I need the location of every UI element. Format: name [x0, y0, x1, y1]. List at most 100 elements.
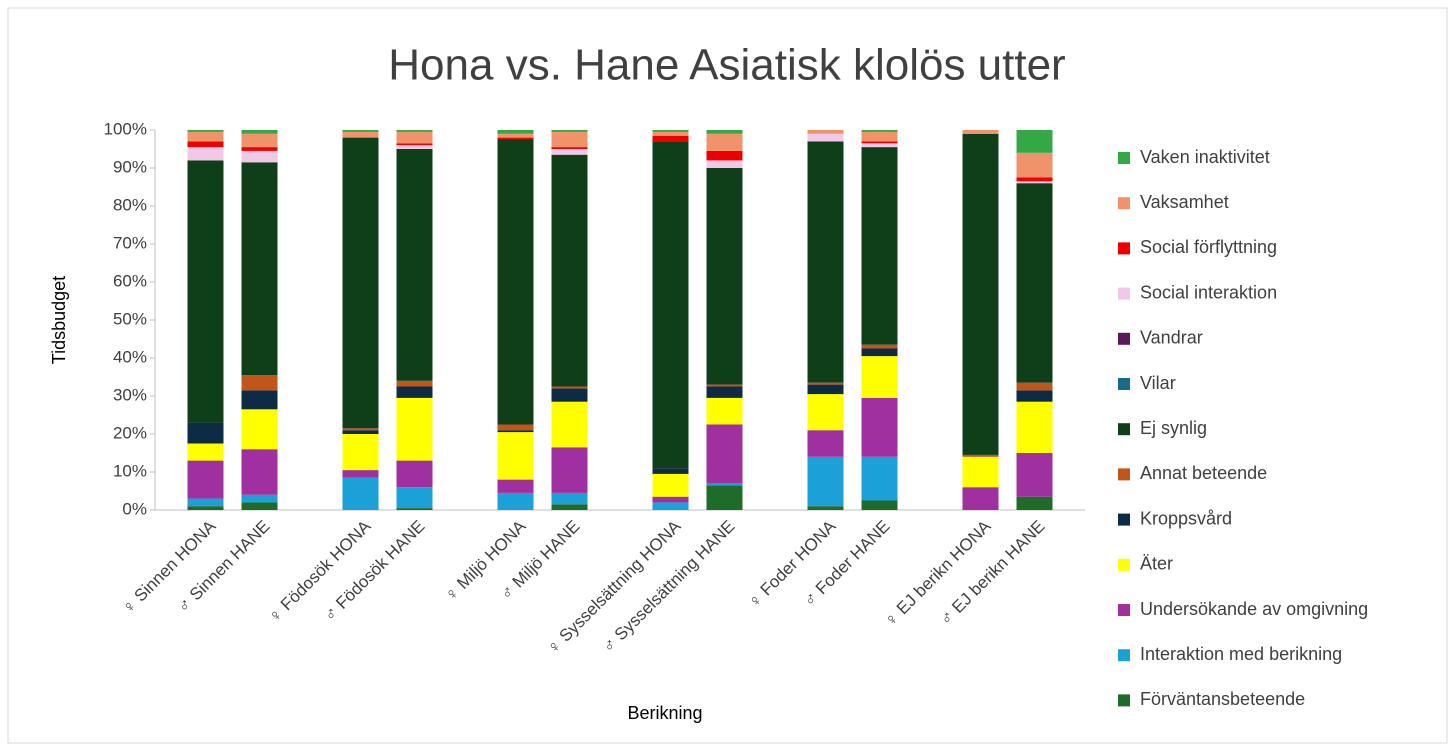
bar-segment [861, 356, 898, 398]
y-tick-label: 30% [113, 385, 147, 404]
bar-segment [1016, 390, 1053, 402]
bar-segment [497, 139, 534, 425]
bar-segment [342, 137, 379, 429]
bar-segment [396, 460, 433, 488]
bar-segment [706, 384, 743, 387]
legend-swatch [1118, 332, 1130, 345]
bar-segment [551, 504, 588, 510]
legend-swatch [1118, 242, 1130, 255]
legend-label: Vandrar [1140, 328, 1203, 348]
chart-title: Hona vs. Hane Asiatisk klolös utter [388, 41, 1065, 90]
bar-segment [1016, 130, 1053, 153]
bar-segment [497, 430, 534, 433]
bar-segment [1016, 382, 1053, 391]
bar-segment [706, 397, 743, 425]
bar-segment [396, 380, 433, 387]
y-axis-title: Tidsbudget [49, 276, 69, 364]
bar-segment [551, 154, 588, 387]
bar-segment [342, 477, 379, 510]
bar-segment [652, 130, 689, 132]
bar-segment [396, 508, 433, 510]
x-axis-title: Berikning [627, 703, 702, 723]
y-tick-label: 50% [113, 309, 147, 328]
bar-segment [652, 131, 689, 136]
bar-segment [861, 143, 898, 148]
bar-segment [551, 401, 588, 448]
bar-segment [1016, 453, 1053, 497]
bar-segment [187, 131, 224, 142]
bar-segment [551, 492, 588, 505]
bar-segment [396, 149, 433, 381]
y-tick-label: 70% [113, 233, 147, 252]
bar-segment [497, 130, 534, 134]
bar-segment [706, 160, 743, 168]
bar-segment [962, 133, 999, 455]
bar-segment [807, 130, 844, 134]
bar-segment [187, 422, 224, 444]
bar-segment [1016, 181, 1053, 184]
bar-segment [652, 496, 689, 503]
bar-segment [861, 348, 898, 357]
bar-segment [807, 456, 844, 507]
bar-segment [551, 388, 588, 402]
bar-segment [652, 141, 689, 469]
bar-segment [187, 147, 224, 161]
bar-segment [497, 432, 534, 480]
bar-segment [652, 502, 689, 510]
y-tick-label: 60% [113, 271, 147, 290]
bar-segment [342, 470, 379, 478]
bar-segment [861, 456, 898, 501]
legend-swatch [1118, 649, 1130, 662]
legend-swatch [1118, 423, 1130, 436]
bar-segment [241, 409, 278, 450]
legend-swatch [1118, 287, 1130, 300]
bar-segment [807, 382, 844, 385]
bar-segment [706, 424, 743, 484]
bar-segment [241, 375, 278, 391]
bar-segment [551, 130, 588, 132]
bar-segment [241, 162, 278, 376]
bar-segment [807, 394, 844, 431]
legend-label: Ej synlig [1140, 418, 1207, 438]
legend-swatch [1118, 468, 1130, 481]
bar-segment [962, 456, 999, 488]
bar-segment [861, 147, 898, 345]
bar-segment [706, 168, 743, 385]
legend-label: Social förflyttning [1140, 237, 1277, 257]
bar-segment [396, 131, 433, 144]
bar-segment [861, 130, 898, 132]
bar-segment [342, 430, 379, 434]
bar-segment [187, 141, 224, 148]
bar-segment [241, 147, 278, 151]
y-tick-label: 10% [113, 461, 147, 480]
bar-segment [497, 479, 534, 493]
bar-segment [551, 149, 588, 155]
bar-segment [241, 390, 278, 410]
bar-segment [706, 483, 743, 486]
bar-segment [652, 473, 689, 497]
legend-swatch [1118, 558, 1130, 571]
legend-label: Social interaktion [1140, 282, 1277, 302]
bar-segment [241, 130, 278, 134]
bar-segment [241, 133, 278, 148]
bar-segment [497, 137, 534, 140]
bar-segment [497, 492, 534, 510]
bar-segment [962, 454, 999, 457]
legend-label: Annat beteende [1140, 463, 1267, 483]
bar-segment [706, 130, 743, 134]
bar-segment [187, 443, 224, 461]
bar-segment [396, 397, 433, 461]
y-tick-label: 20% [113, 423, 147, 442]
bar-segment [241, 502, 278, 510]
bar-segment [807, 141, 844, 383]
bar-segment [551, 131, 588, 148]
bar-segment [187, 498, 224, 507]
legend-label: Vaken inaktivitet [1140, 147, 1270, 167]
legend-label: Interaktion med berikning [1140, 644, 1342, 664]
bar-segment [551, 447, 588, 493]
bar-segment [551, 386, 588, 389]
legend-swatch [1118, 378, 1130, 390]
legend-label: Vaksamhet [1140, 192, 1229, 212]
bar-segment [706, 133, 743, 151]
